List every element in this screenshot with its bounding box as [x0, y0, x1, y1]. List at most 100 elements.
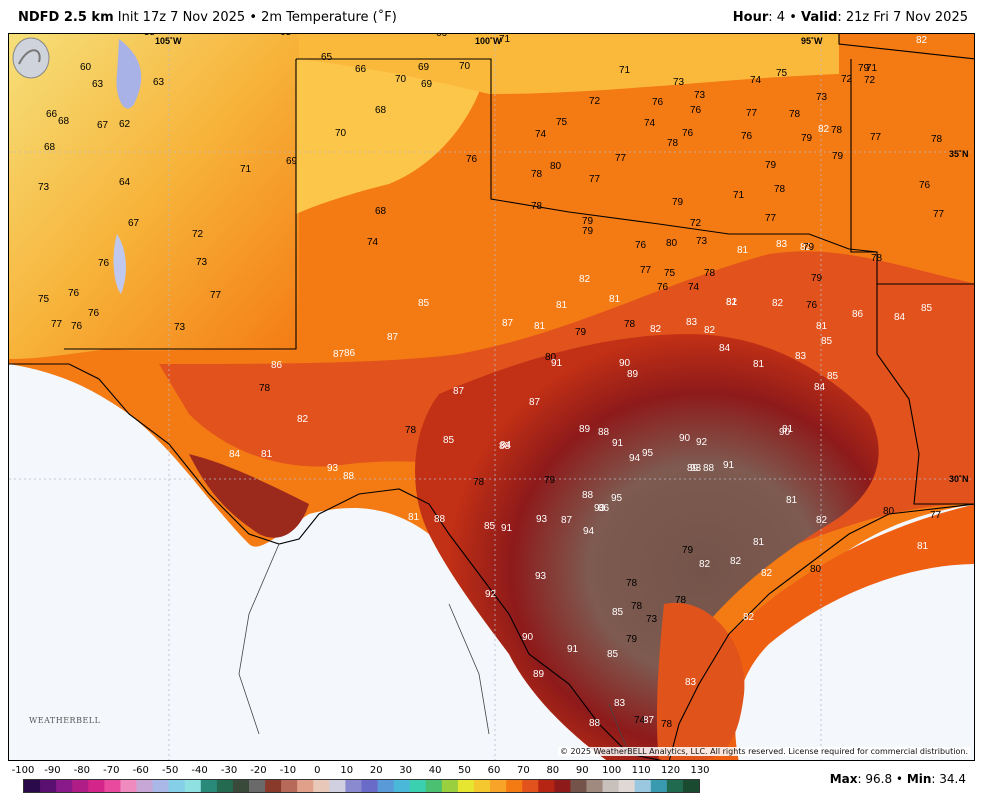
- temperature-label: 64: [119, 177, 131, 188]
- temperature-label: 78: [931, 134, 943, 145]
- temperature-label: 76: [88, 308, 100, 319]
- temperature-label: 80: [666, 238, 678, 249]
- stats-sep: •: [895, 772, 903, 786]
- temperature-label: 79: [575, 327, 587, 338]
- temperature-label: 73: [646, 614, 658, 625]
- temperature-label: 81: [726, 297, 738, 308]
- scale-tick-label: -80: [73, 765, 91, 776]
- temperature-label: 81: [753, 359, 765, 370]
- temperature-label: 81: [534, 321, 546, 332]
- header-right: Hour: 4 • Valid: 21z Fri 7 Nov 2025: [733, 10, 968, 25]
- temperature-label: 92: [696, 437, 708, 448]
- temperature-label: 76: [68, 288, 80, 299]
- temperature-label: 81: [408, 512, 420, 523]
- scale-tick-label: 0: [314, 765, 321, 776]
- scale-tick-label: 130: [690, 765, 710, 776]
- temperature-label: 83: [685, 677, 697, 688]
- temperature-label: 90: [779, 427, 791, 438]
- temperature-label: 89: [687, 463, 699, 474]
- temperature-label: 78: [774, 184, 786, 195]
- temperature-label: 76: [690, 105, 702, 116]
- scale-tick-label: 120: [661, 765, 681, 776]
- lat-label-35: 35˚N: [949, 149, 969, 159]
- scale-tick-label: -60: [132, 765, 149, 776]
- temperature-label: 82: [297, 414, 309, 425]
- colorbar-segment: [120, 780, 137, 792]
- temperature-label: 79: [626, 634, 638, 645]
- temperature-label: 80: [545, 352, 557, 363]
- temperature-label: 93: [327, 463, 339, 474]
- temperature-label: 87: [387, 332, 399, 343]
- temperature-label: 77: [930, 510, 942, 521]
- temperature-label: 79: [544, 475, 556, 486]
- gulf-shelf: [735, 564, 974, 760]
- colorbar-segment: [281, 780, 298, 792]
- temperature-label: 93: [594, 503, 606, 514]
- colorbar-segment: [409, 780, 427, 792]
- model-name: NDFD 2.5 km: [18, 10, 114, 25]
- colorbar-segment: [425, 780, 443, 792]
- temperature-label: 68: [375, 206, 387, 217]
- colorbar-segment: [329, 780, 346, 792]
- temperature-label: 78: [473, 477, 485, 488]
- map-canvas: 105˚W 100˚W 95˚W 35˚N 30˚N 5563636063636…: [9, 34, 974, 760]
- north-yellow: [299, 34, 839, 94]
- temperature-label: 70: [459, 61, 471, 72]
- temperature-label: 88: [343, 471, 355, 482]
- scale-tick-label: 40: [428, 765, 442, 776]
- temperature-label: 74: [367, 237, 379, 248]
- temperature-label: 73: [694, 90, 706, 101]
- temperature-label: 80: [550, 161, 562, 172]
- temperature-label: 77: [640, 265, 652, 276]
- scale-tick-label: -10: [279, 765, 297, 776]
- temperature-label: 87: [643, 715, 655, 726]
- temperature-label: 69: [421, 79, 433, 90]
- scale-tick-label: -20: [250, 765, 267, 776]
- temperature-label: 82: [772, 298, 784, 309]
- temperature-label: 85: [418, 298, 430, 309]
- temperature-label: 89: [627, 369, 639, 380]
- temperature-label: 66: [46, 109, 58, 120]
- temperature-label: 89: [533, 669, 545, 680]
- temperature-label: 73: [38, 182, 50, 193]
- temperature-label: 87: [333, 349, 345, 360]
- temperature-map[interactable]: 105˚W 100˚W 95˚W 35˚N 30˚N 5563636063636…: [8, 33, 975, 761]
- temperature-label: 71: [240, 164, 252, 175]
- temperature-label: 95: [642, 448, 654, 459]
- temperature-label: 90: [522, 632, 534, 643]
- temperature-label: 79: [582, 216, 594, 227]
- scale-tick-label: 20: [369, 765, 383, 776]
- temperature-label: 55: [144, 34, 156, 38]
- hot-core: [415, 334, 879, 760]
- temperature-label: 89: [579, 424, 591, 435]
- colorbar-segment: [377, 780, 395, 792]
- temperature-label: 78: [259, 383, 271, 394]
- temperature-label: 88: [582, 490, 594, 501]
- temperature-label: 78: [675, 595, 687, 606]
- logo-text: WEATHERBELL: [29, 716, 101, 725]
- temperature-label: 73: [174, 322, 186, 333]
- scale-tick-label: 60: [487, 765, 501, 776]
- temperature-label: 77: [615, 153, 627, 164]
- colorbar-segment: [457, 780, 475, 792]
- temperature-label: 81: [261, 449, 273, 460]
- temperature-label: 77: [933, 209, 945, 220]
- temperature-label: 80: [810, 564, 822, 575]
- temperature-label: 87: [502, 318, 514, 329]
- temperature-label: 79: [682, 545, 694, 556]
- temperature-label: 86: [344, 348, 356, 359]
- panhandle-yellow: [296, 59, 489, 214]
- temperature-label: 63: [118, 34, 130, 36]
- temperature-label: 68: [375, 105, 387, 116]
- temperature-label: 76: [652, 97, 664, 108]
- temperature-label: 82: [818, 124, 830, 135]
- temperature-label: 79: [582, 226, 594, 237]
- colorbar-segment: [522, 780, 539, 792]
- mountain-snow-2: [113, 234, 126, 294]
- temperature-label: 84: [500, 440, 512, 451]
- temperature-label: 79: [765, 160, 777, 171]
- temperature-label: 85: [827, 371, 839, 382]
- colorbar-segment: [554, 780, 571, 792]
- colorbar-segment: [313, 780, 330, 792]
- temperature-label: 79: [803, 242, 815, 253]
